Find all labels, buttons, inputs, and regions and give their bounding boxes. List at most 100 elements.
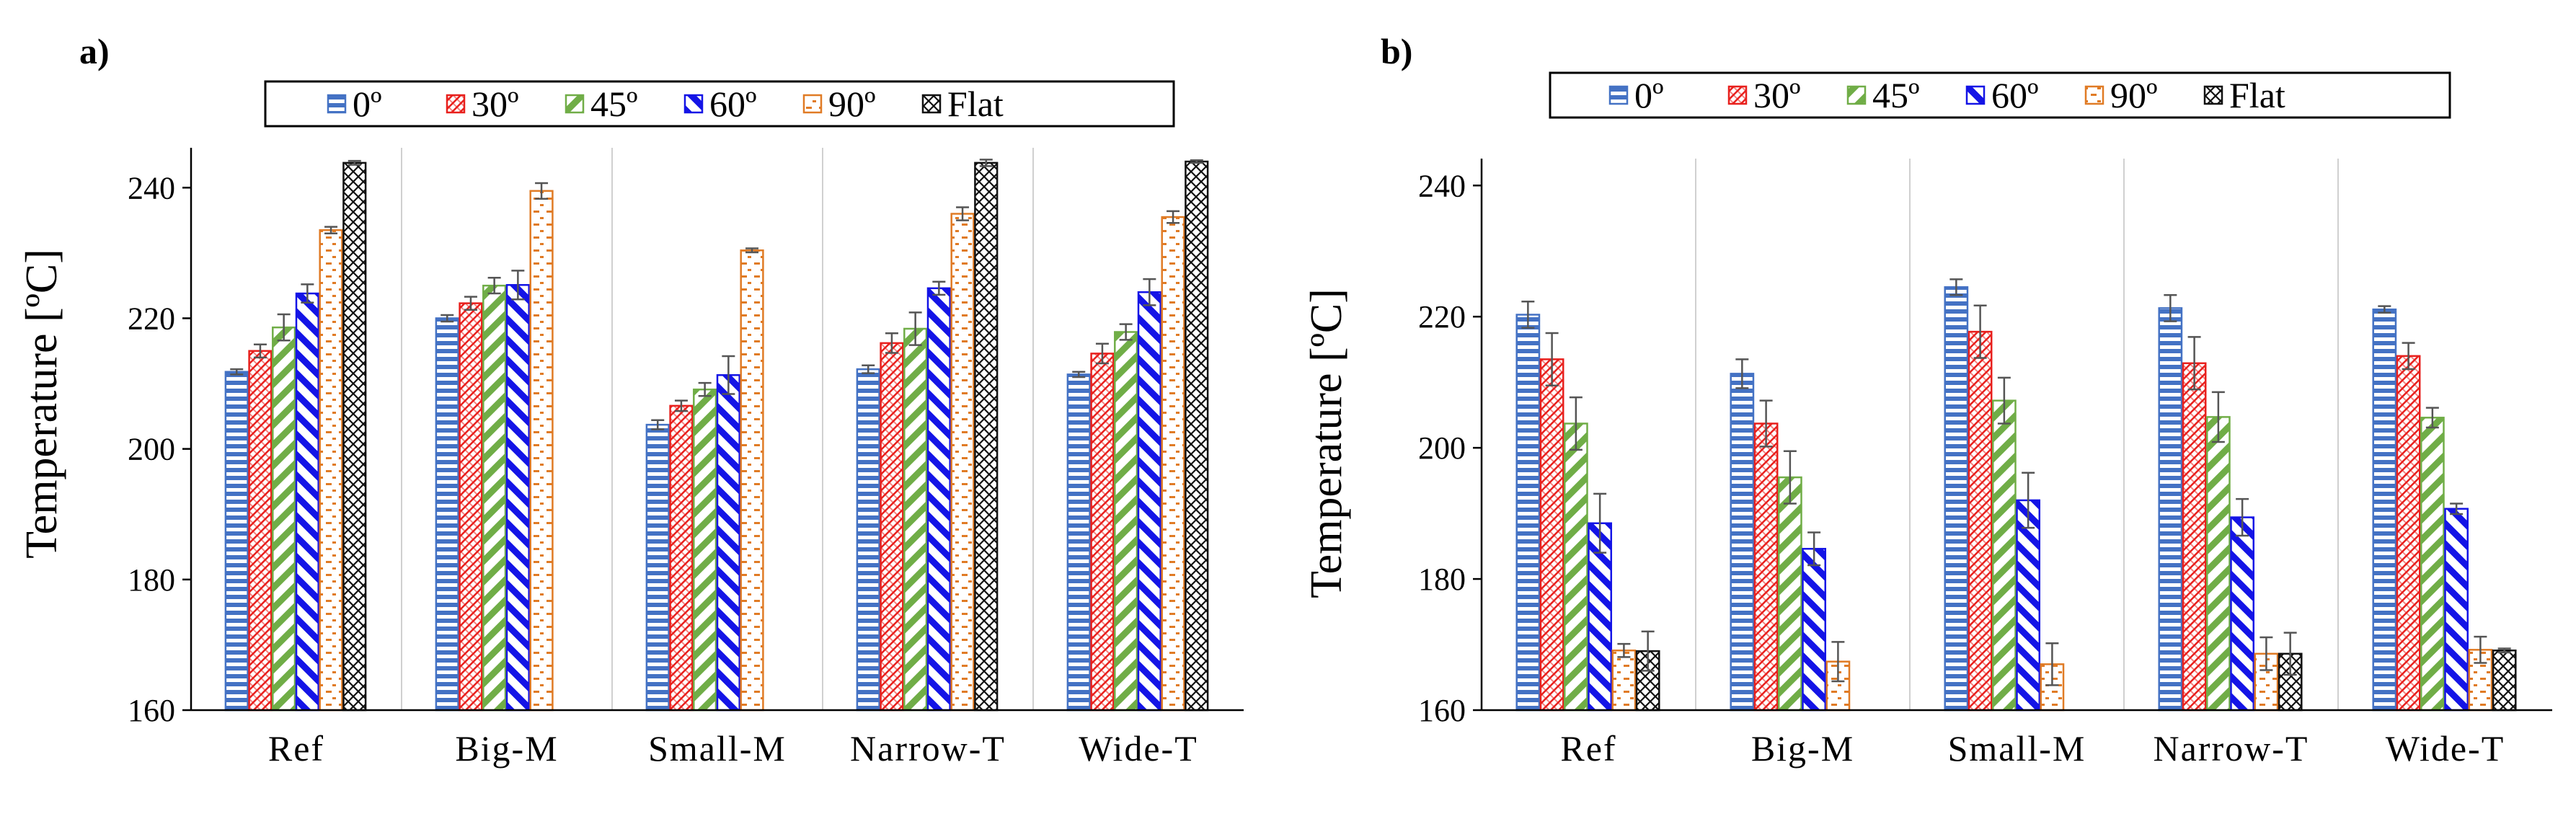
error-bar — [1783, 450, 1797, 505]
bar — [716, 374, 740, 712]
bar — [1730, 373, 1755, 712]
x-categories-a: Ref Big-M Small-M Narrow-T Wide-T — [268, 728, 1197, 769]
legend-swatch — [2084, 85, 2104, 105]
error-bar — [2450, 503, 2464, 515]
error-bar — [2283, 632, 2297, 676]
x-category-label: Small-M — [1948, 728, 2086, 769]
error-bars-a — [230, 159, 1203, 430]
error-bar — [2236, 497, 2249, 537]
x-category-label: Big-M — [1751, 728, 1854, 769]
bar — [248, 350, 273, 712]
legend-swatch — [2203, 85, 2223, 105]
error-bar — [535, 182, 549, 200]
y-axis-title-a: Temperature [ºC] — [17, 249, 66, 559]
error-bar — [1545, 332, 1559, 386]
error-bar — [230, 368, 244, 376]
error-bar — [1949, 278, 1963, 296]
error-bar — [2045, 642, 2059, 686]
legend-swatch — [565, 94, 585, 114]
axes-a — [190, 148, 1244, 712]
bar — [1777, 476, 1802, 712]
x-categories-b: Ref Big-M Small-M Narrow-T Wide-T — [1560, 728, 2503, 769]
bar — [1539, 358, 1564, 712]
error-bar — [1119, 323, 1133, 341]
error-bar — [722, 355, 735, 395]
legend-swatch — [446, 94, 466, 114]
y-tick-label: 240 — [1418, 168, 1466, 203]
legend-entry: 90º — [828, 84, 876, 124]
y-tick-label: 220 — [1418, 299, 1466, 335]
bar — [950, 213, 975, 712]
error-bar — [1095, 342, 1109, 365]
bar — [1563, 422, 1588, 712]
bar — [459, 302, 483, 712]
bar — [2396, 355, 2421, 712]
bar — [2230, 516, 2255, 712]
error-bar — [1569, 396, 1583, 451]
error-bar — [464, 296, 477, 311]
bar — [1515, 314, 1541, 712]
error-bar — [932, 280, 946, 296]
error-bar — [745, 247, 759, 254]
x-category-label: Narrow-T — [850, 728, 1006, 769]
bar — [2016, 499, 2041, 712]
bar — [1968, 330, 1993, 712]
error-bar — [1759, 399, 1773, 448]
y-tick-label: 200 — [1418, 430, 1466, 466]
bar — [1185, 160, 1209, 712]
bar — [1114, 331, 1138, 712]
x-category-label: Big-M — [455, 728, 558, 769]
bar — [2182, 362, 2207, 712]
legend-entry: 45º — [590, 84, 638, 124]
bar — [2372, 308, 2397, 712]
y-tick-label: 220 — [128, 301, 175, 336]
x-category-label: Ref — [1560, 728, 1616, 769]
bar — [2444, 508, 2469, 712]
y-tick-label: 200 — [128, 432, 175, 467]
x-category-label: Small-M — [648, 728, 787, 769]
bar — [319, 229, 343, 712]
bar — [2158, 307, 2183, 712]
bar — [1090, 353, 1115, 712]
legend-entry: 90º — [2110, 75, 2158, 115]
legend-swatch — [802, 94, 823, 114]
bar — [1991, 399, 2017, 712]
bar — [1066, 373, 1091, 712]
gridlines-b — [1695, 159, 2339, 710]
error-bar — [487, 277, 501, 295]
error-bar — [1190, 159, 1203, 164]
bar — [740, 249, 764, 712]
error-bar — [2211, 391, 2225, 443]
bar — [2205, 416, 2231, 712]
bar — [903, 327, 928, 712]
error-bar — [1593, 492, 1607, 554]
x-category-label: Narrow-T — [2154, 728, 2309, 769]
error-bar — [2022, 472, 2035, 529]
legend-entry: 30º — [472, 84, 519, 124]
error-bar — [324, 226, 338, 234]
legend-entry: 60º — [709, 84, 757, 124]
error-bar — [301, 283, 314, 304]
legend-entry: Flat — [947, 84, 1004, 124]
error-bar — [885, 332, 898, 354]
error-bar — [1617, 642, 1631, 658]
bar — [482, 284, 507, 712]
y-axis-title-b: Temperature [ºC] — [1302, 288, 1351, 598]
error-bar — [2402, 342, 2415, 371]
error-bars-b — [1521, 278, 2511, 686]
legend-box — [264, 80, 1175, 128]
error-bar — [862, 364, 875, 374]
bar — [1802, 547, 1827, 712]
error-bar — [2425, 407, 2439, 429]
error-bar — [908, 311, 922, 346]
error-bar — [1072, 371, 1086, 378]
legend-entry: 0º — [1634, 75, 1664, 115]
error-bar — [1831, 641, 1845, 683]
bar — [2420, 417, 2445, 712]
error-bar — [1735, 358, 1749, 389]
y-tick-label: 180 — [1418, 562, 1466, 597]
legend-swatch — [1608, 85, 1629, 105]
bar — [505, 284, 530, 712]
axes-b — [1480, 159, 2552, 712]
bars-a — [224, 160, 1209, 712]
